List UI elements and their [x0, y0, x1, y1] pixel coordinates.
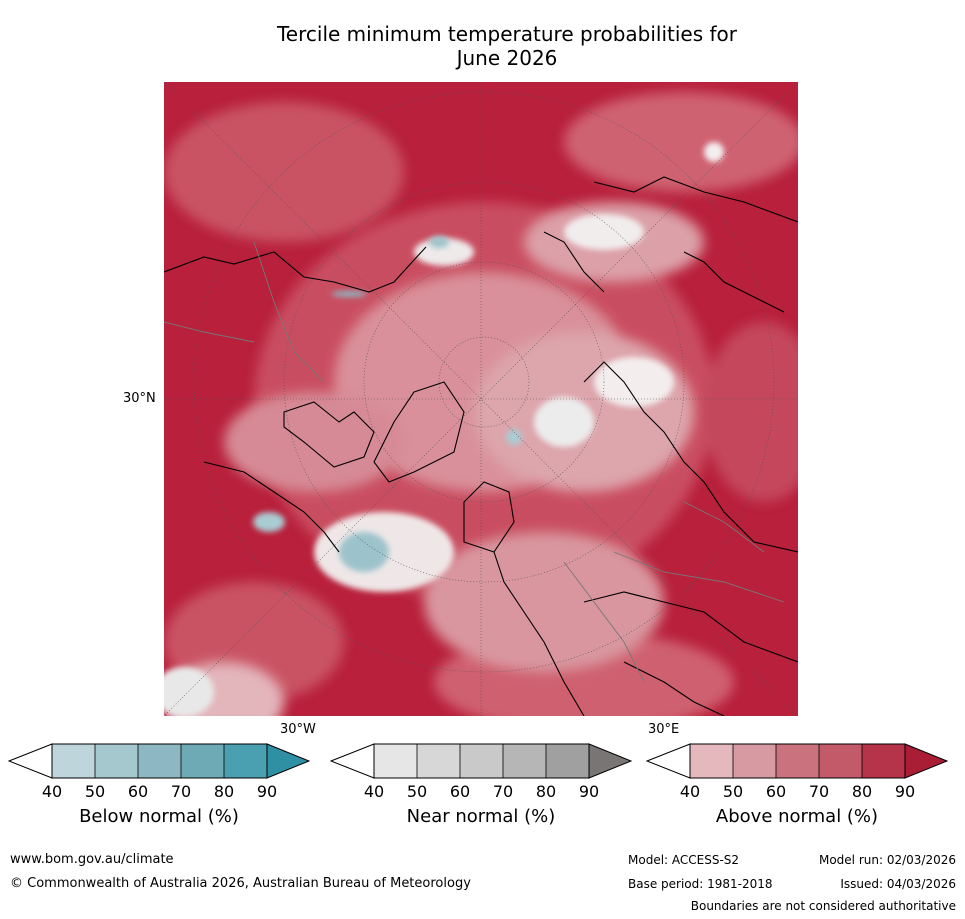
tick-label: 60 [765, 782, 787, 801]
colorbar-caption: Above normal (%) [715, 806, 879, 827]
near-normal-layer [164, 142, 724, 716]
coastlines [164, 176, 798, 716]
tick-label: 90 [578, 782, 600, 801]
colorbar-near-normal: 40 50 60 70 80 90 Near normal (%) [329, 742, 633, 827]
tick-label: 40 [41, 782, 63, 801]
tick-label: 90 [256, 782, 278, 801]
model-name: Model: ACCESS-S2 [628, 853, 740, 867]
tick-label: 80 [213, 782, 235, 801]
issued-date: Issued: 04/03/2026 [840, 877, 956, 891]
colorbar-caption: Below normal (%) [79, 806, 239, 827]
tick-label: 70 [170, 782, 192, 801]
below-normal-layer [253, 236, 522, 572]
colorbar-below-normal-scale [7, 743, 311, 779]
map-canvas [164, 82, 798, 716]
tick-label: 50 [722, 782, 744, 801]
tick-label: 90 [894, 782, 916, 801]
copyright-text: © Commonwealth of Australia 2026, Austra… [10, 876, 471, 891]
graticule [164, 82, 798, 716]
tick-label: 70 [492, 782, 514, 801]
disclaimer: Boundaries are not considered authoritat… [690, 899, 956, 913]
title-line-1: Tercile minimum temperature probabilitie… [276, 22, 738, 46]
title-line-2: June 2026 [456, 46, 558, 70]
probability-map [164, 82, 798, 716]
tick-label: 60 [449, 782, 471, 801]
borders [164, 241, 785, 683]
base-period: Base period: 1981-2018 [628, 877, 773, 891]
colorbar-above-normal-scale [645, 743, 949, 779]
website-link[interactable]: www.bom.gov.au/climate [10, 852, 174, 867]
colorbar-above-normal: 40 50 60 70 80 90 Above normal (%) [645, 742, 949, 827]
tick-label: 70 [808, 782, 830, 801]
colorbar-caption: Near normal (%) [406, 806, 556, 827]
tick-label: 50 [406, 782, 428, 801]
tick-label: 80 [851, 782, 873, 801]
tick-label: 80 [535, 782, 557, 801]
map-title: Tercile minimum temperature probabilitie… [160, 22, 854, 70]
tick-label: 50 [84, 782, 106, 801]
tick-label: 40 [363, 782, 385, 801]
lon-label-30e: 30°E [648, 722, 680, 737]
colorbar-below-normal: 40 50 60 70 80 90 Below normal (%) [7, 742, 311, 827]
lat-label-30n: 30°N [123, 391, 156, 406]
model-run-date: Model run: 02/03/2026 [818, 853, 956, 867]
tick-label: 60 [127, 782, 149, 801]
colorbar-near-normal-scale [329, 743, 633, 779]
tick-label: 40 [679, 782, 701, 801]
lon-label-30w: 30°W [280, 722, 316, 737]
